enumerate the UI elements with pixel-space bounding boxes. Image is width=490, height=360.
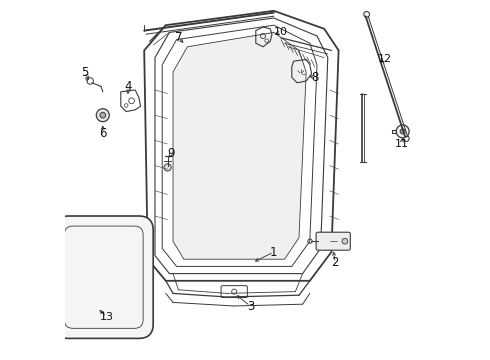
Circle shape — [164, 164, 171, 171]
Polygon shape — [173, 32, 306, 259]
Text: 13: 13 — [99, 312, 113, 322]
Circle shape — [100, 112, 106, 118]
Circle shape — [342, 238, 348, 244]
FancyBboxPatch shape — [316, 232, 350, 250]
Text: 2: 2 — [331, 256, 339, 269]
FancyBboxPatch shape — [54, 216, 153, 338]
Text: 11: 11 — [394, 139, 409, 149]
Text: 6: 6 — [99, 127, 106, 140]
Text: 4: 4 — [124, 80, 132, 93]
Text: 12: 12 — [378, 54, 392, 64]
Text: 3: 3 — [246, 300, 254, 312]
Text: 8: 8 — [312, 71, 319, 84]
Text: 9: 9 — [168, 147, 175, 159]
Circle shape — [396, 125, 409, 138]
Text: 5: 5 — [81, 66, 89, 78]
Circle shape — [400, 129, 405, 134]
Text: 7: 7 — [174, 31, 182, 44]
Text: 10: 10 — [274, 27, 288, 37]
Circle shape — [97, 109, 109, 122]
Text: 1: 1 — [270, 246, 277, 258]
